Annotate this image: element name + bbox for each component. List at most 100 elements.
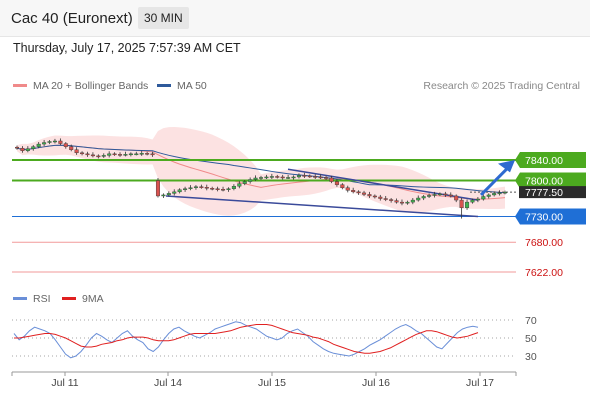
candle-body <box>405 201 410 204</box>
candle-body <box>286 177 291 179</box>
candle-body <box>492 193 497 196</box>
candle-body <box>302 175 307 177</box>
candle-body <box>58 140 63 144</box>
candle-body <box>394 200 399 203</box>
candle-body <box>42 142 47 145</box>
legend-ma20-label: MA 20 + Bollinger Bands <box>33 80 149 92</box>
candle-body <box>237 183 242 187</box>
candle-body <box>443 193 448 196</box>
candle-body <box>432 194 437 196</box>
candle-body <box>25 148 30 151</box>
projection-arrow-head <box>498 160 515 173</box>
ma9-swatch <box>62 296 76 300</box>
candle-body <box>112 153 117 156</box>
price-label-box <box>515 208 586 225</box>
candle-body <box>356 191 361 194</box>
candle-body <box>503 191 508 194</box>
legend-ma20: MA 20 + Bollinger Bands <box>13 80 148 92</box>
candle-body <box>448 194 453 197</box>
price-label-text: 7680.00 <box>525 237 563 249</box>
candle-body <box>465 201 470 208</box>
price-label-text: 7840.00 <box>525 155 563 167</box>
candle-body <box>20 147 25 151</box>
candle-body <box>454 195 459 201</box>
legend-rsi: RSI <box>13 293 51 305</box>
candle-body <box>264 176 269 179</box>
candle-body <box>259 177 264 179</box>
candle-body <box>14 146 19 149</box>
candle-body <box>269 176 274 178</box>
timeframe-button[interactable]: 30 MIN <box>138 7 189 29</box>
candle-body <box>389 199 394 201</box>
candle-body <box>123 154 128 156</box>
candle-body <box>188 187 193 189</box>
candle-body <box>280 176 285 179</box>
candle-body <box>427 195 432 197</box>
candle-body <box>183 188 188 190</box>
candle-body <box>74 149 79 154</box>
candle-body <box>80 152 85 155</box>
candle-body <box>313 176 318 178</box>
candle-body <box>193 186 198 188</box>
candle-body <box>437 193 442 196</box>
candle-body <box>118 154 123 156</box>
candle-body <box>107 153 112 156</box>
candle-body <box>351 190 356 193</box>
candle-body <box>128 153 133 156</box>
candle-body <box>155 180 160 197</box>
price-label-bg <box>515 152 586 168</box>
candle-body <box>329 177 334 182</box>
candle-body <box>231 186 236 189</box>
candle-body <box>324 177 329 179</box>
candle-body <box>291 176 296 179</box>
candle-body <box>226 188 231 190</box>
candle-body <box>362 192 367 195</box>
candle-body <box>367 194 372 197</box>
candle-body <box>275 176 280 178</box>
rsi-level-label: 70 <box>525 315 537 327</box>
candle-body <box>334 181 339 185</box>
legend-rsi-label: RSI <box>33 293 51 305</box>
candle-body <box>172 191 177 194</box>
price-label-text: 7622.00 <box>525 267 563 279</box>
x-tick-label: Jul 16 <box>362 377 390 389</box>
candle-body <box>90 154 95 157</box>
chart-header: Cac 40 (Euronext) 30 MIN <box>0 0 590 37</box>
price-label-bg <box>515 172 586 189</box>
candle-body <box>383 198 388 200</box>
candle-body <box>31 146 36 149</box>
candle-body <box>63 143 68 147</box>
candle-body <box>139 153 144 155</box>
bollinger-band-area <box>17 126 505 216</box>
candle-body <box>96 155 101 158</box>
projection-arrow-shaft <box>479 166 510 196</box>
candle-body <box>253 177 258 180</box>
candle-body <box>101 155 106 157</box>
rsi-swatch <box>13 296 27 300</box>
legend-9ma-label: 9MA <box>82 293 104 305</box>
ma20-swatch <box>13 83 27 87</box>
candle-body <box>416 197 421 201</box>
price-label-text: 7777.50 <box>525 187 563 199</box>
candle-body <box>296 175 301 178</box>
price-label-box <box>515 152 586 168</box>
candle-body <box>210 188 215 190</box>
candle-body <box>52 140 57 143</box>
candle-body <box>150 153 155 156</box>
ma50-swatch <box>157 83 171 87</box>
price-label-box <box>519 186 586 199</box>
legend-9ma: 9MA <box>62 293 104 305</box>
candle-body <box>145 153 150 155</box>
candle-body <box>340 184 345 188</box>
price-label-bg <box>519 186 586 199</box>
candle-body <box>307 175 312 178</box>
candle-body <box>399 201 404 204</box>
candle-body <box>421 196 426 199</box>
candle-body <box>221 189 226 191</box>
instrument-title: Cac 40 (Euronext) <box>11 10 133 27</box>
candle-body <box>134 153 139 156</box>
candle-body <box>36 143 41 147</box>
candle-body <box>459 199 464 208</box>
candle-body <box>166 193 171 196</box>
